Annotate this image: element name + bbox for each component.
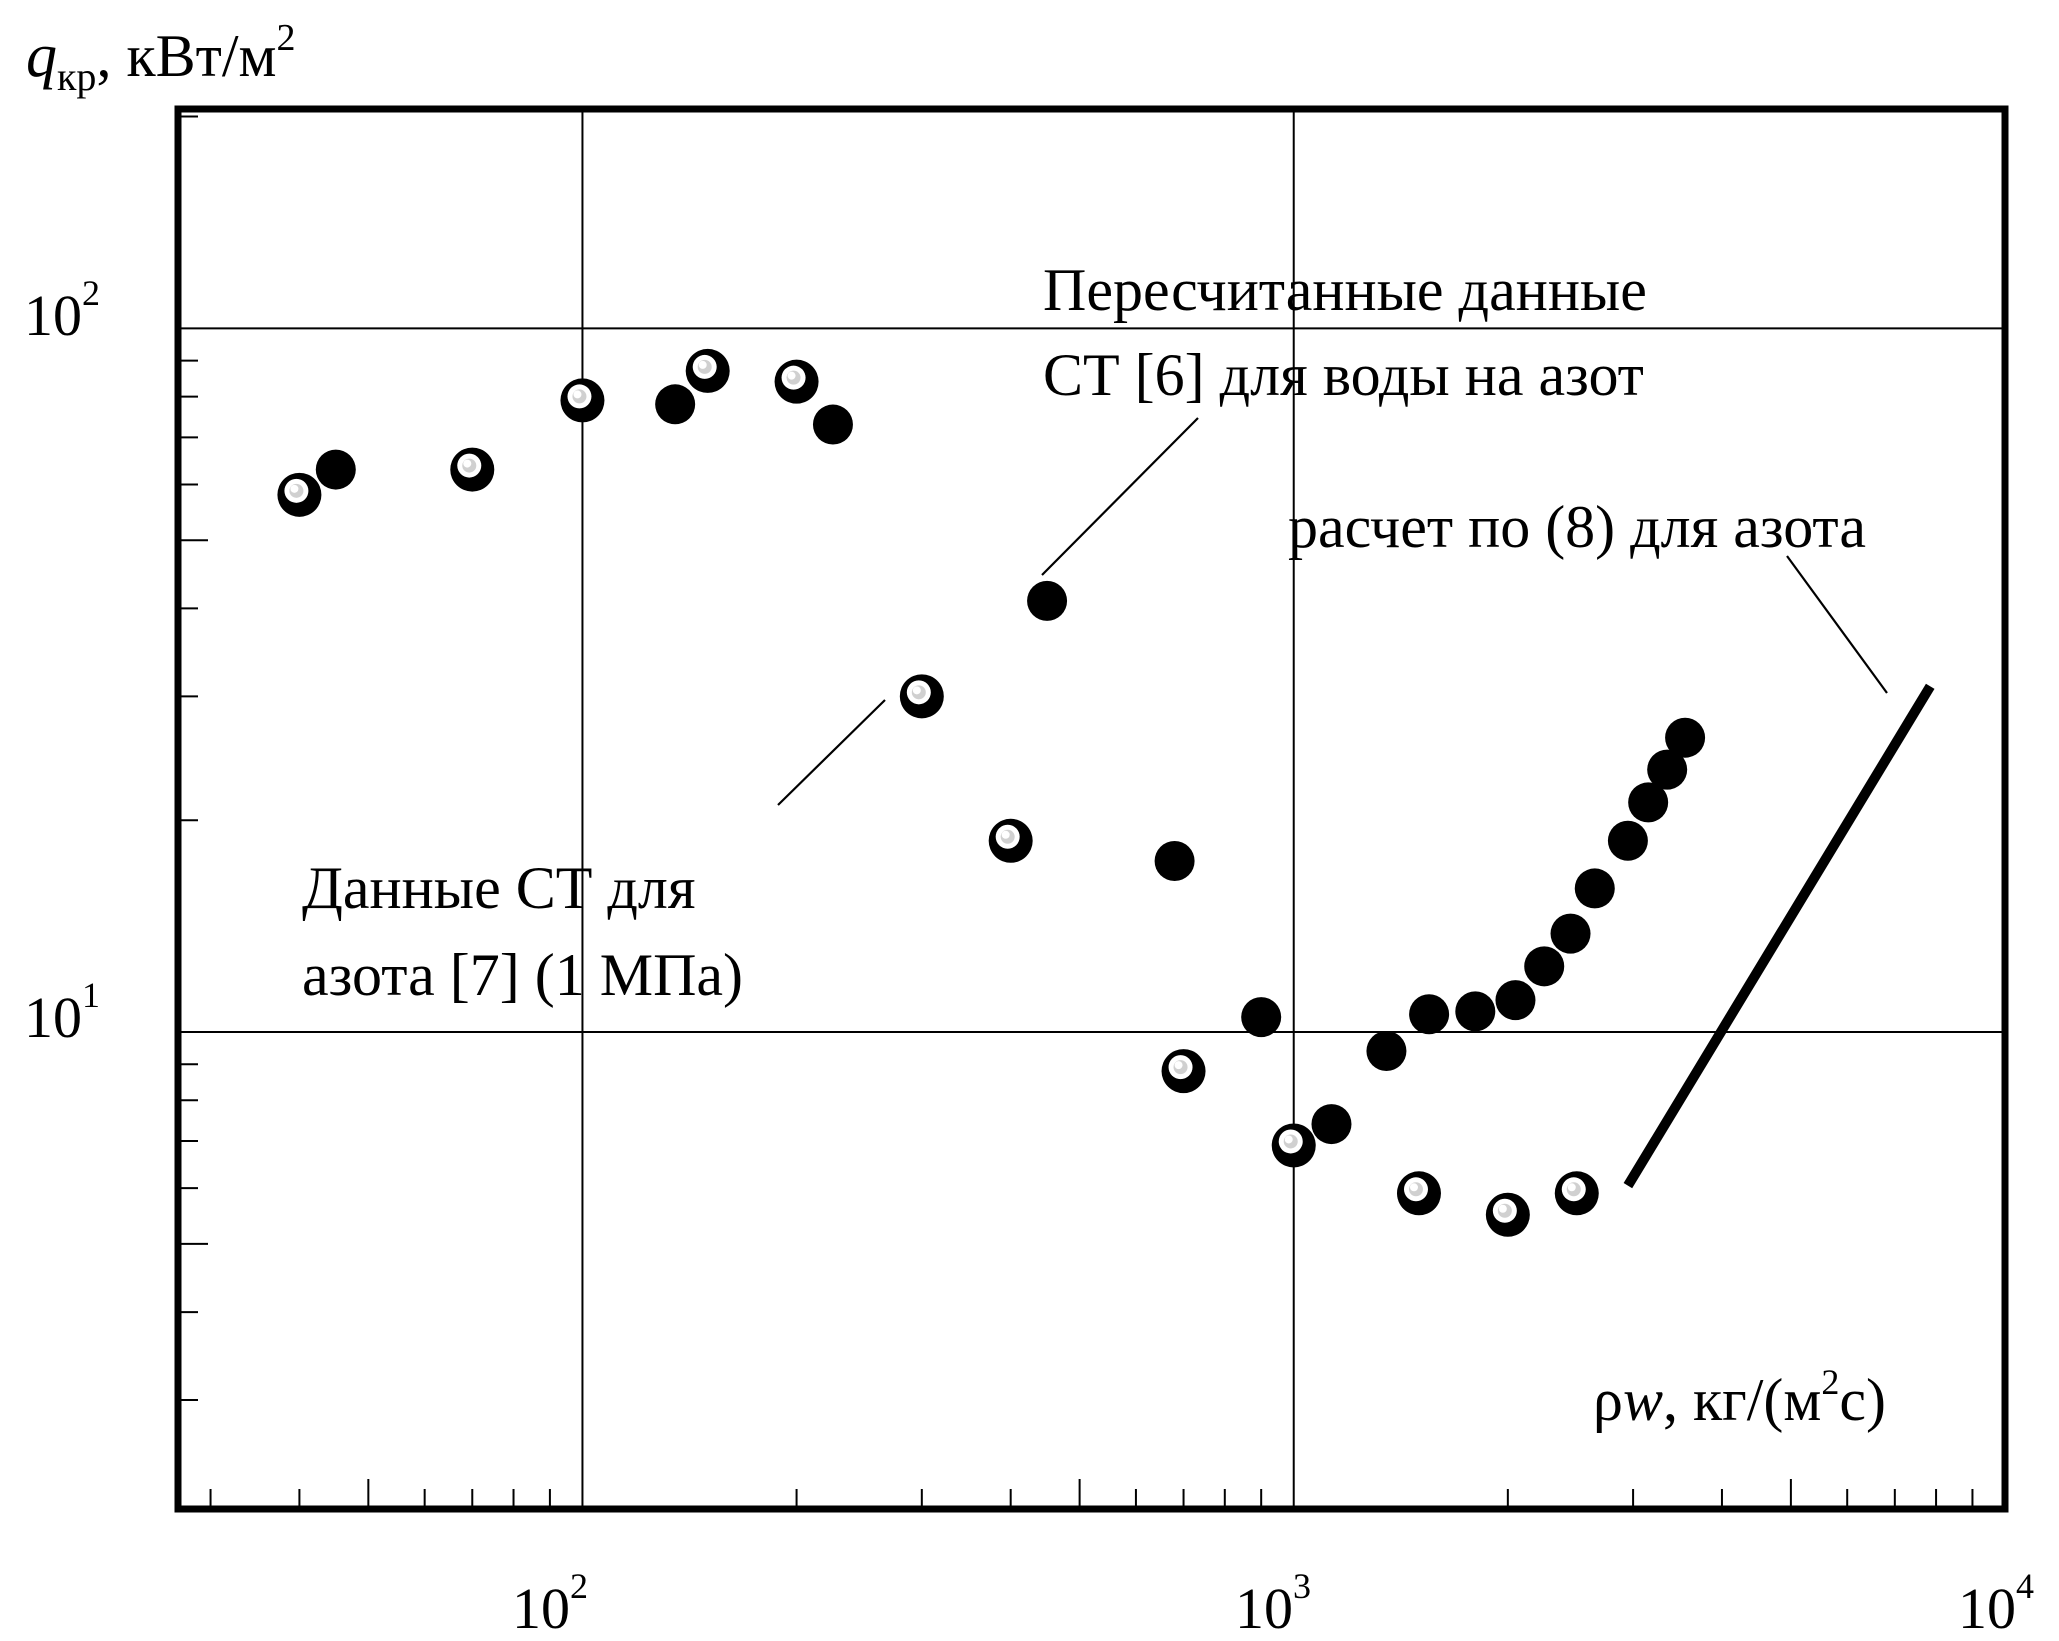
y-axis-unit: , кВт/м [96, 23, 276, 89]
point-recalculated [1311, 1104, 1352, 1145]
x-tick-base: 10 [1958, 1576, 2016, 1641]
point-nitrogen [685, 348, 730, 393]
leader-nitrogen-data [777, 699, 886, 806]
point-nitrogen [774, 359, 819, 404]
x-tick-exponent: 2 [570, 1566, 588, 1606]
point-nitrogen [560, 378, 605, 423]
annotation-leaders [777, 417, 1888, 806]
y-tick-exponent: 2 [82, 273, 100, 313]
point-recalculated [1607, 820, 1648, 861]
annotation-calculation: расчет по (8) для азота [1288, 494, 1866, 560]
point-nitrogen [1554, 1171, 1599, 1216]
point-recalculated [1409, 994, 1450, 1035]
x-axis-unit-exponent: 2 [1821, 1362, 1839, 1402]
point-recalculated [1241, 997, 1282, 1038]
point-nitrogen [1485, 1192, 1530, 1237]
x-tick-base: 10 [512, 1576, 570, 1641]
point-recalculated [315, 449, 356, 490]
point-recalculated [1628, 782, 1669, 823]
point-nitrogen [1271, 1123, 1316, 1168]
x-tick-label-1000: 103 [1235, 1566, 1311, 1641]
point-nitrogen [1161, 1049, 1206, 1094]
point-nitrogen [1396, 1171, 1441, 1216]
x-axis-symbol-italic: w [1623, 1367, 1663, 1433]
y-tick-base: 10 [24, 283, 82, 348]
point-recalculated [1665, 717, 1706, 758]
x-axis-unit-b: с) [1839, 1367, 1886, 1433]
calculation-curve [1623, 683, 1935, 1189]
point-nitrogen [988, 818, 1033, 863]
point-recalculated [1574, 868, 1615, 909]
calculation-line [1623, 683, 1935, 1189]
x-axis-unit-a: , кг/(м [1663, 1367, 1821, 1433]
point-recalculated [1027, 580, 1068, 621]
point-recalculated [812, 404, 853, 445]
x-axis-title: ρw, кг/(м2с) [1593, 1362, 1886, 1433]
y-tick-label-100: 102 [24, 273, 100, 348]
y-tick-label-10: 101 [24, 975, 100, 1050]
point-nitrogen [450, 447, 495, 492]
point-nitrogen [899, 674, 944, 719]
point-recalculated [1366, 1030, 1407, 1071]
point-recalculated [1647, 749, 1688, 790]
y-axis-subscript: кр [57, 54, 96, 99]
x-tick-label-10000: 104 [1958, 1566, 2034, 1641]
y-axis-symbol: q [26, 22, 57, 90]
x-tick-label-100: 102 [512, 1566, 588, 1641]
leader-recalculated-data [1041, 417, 1199, 576]
y-tick-base: 10 [24, 985, 82, 1050]
annotation-recalculated-line-2: СТ [6] для воды на азот [1043, 342, 1644, 408]
x-tick-exponent: 4 [2016, 1566, 2034, 1606]
plot-frame [174, 105, 2009, 1513]
annotation-nitrogen-line-1: Данные СТ для [302, 855, 695, 921]
annotation-nitrogen-line-2: азота [7] (1 МПа) [302, 942, 743, 1008]
leader-calculation-curve [1786, 555, 1888, 694]
point-recalculated [1455, 991, 1496, 1032]
minor-ticks [178, 115, 1974, 1509]
point-recalculated [1524, 946, 1565, 987]
point-nitrogen [277, 472, 322, 517]
x-tick-base: 10 [1235, 1576, 1293, 1641]
point-recalculated [1154, 841, 1195, 882]
y-axis-title: qкр, кВт/м2 [26, 17, 295, 99]
annotation-recalculated-line-1: Пересчитанные данные [1043, 257, 1647, 323]
point-recalculated [655, 384, 696, 425]
point-recalculated [1495, 980, 1536, 1021]
x-tick-exponent: 3 [1293, 1566, 1311, 1606]
y-axis-unit-exponent: 2 [276, 17, 295, 59]
x-axis-symbol: ρ [1593, 1367, 1623, 1433]
point-recalculated [1550, 913, 1591, 954]
data-points [277, 348, 1706, 1237]
y-tick-exponent: 1 [82, 975, 100, 1015]
grid-lines [178, 109, 2005, 1509]
